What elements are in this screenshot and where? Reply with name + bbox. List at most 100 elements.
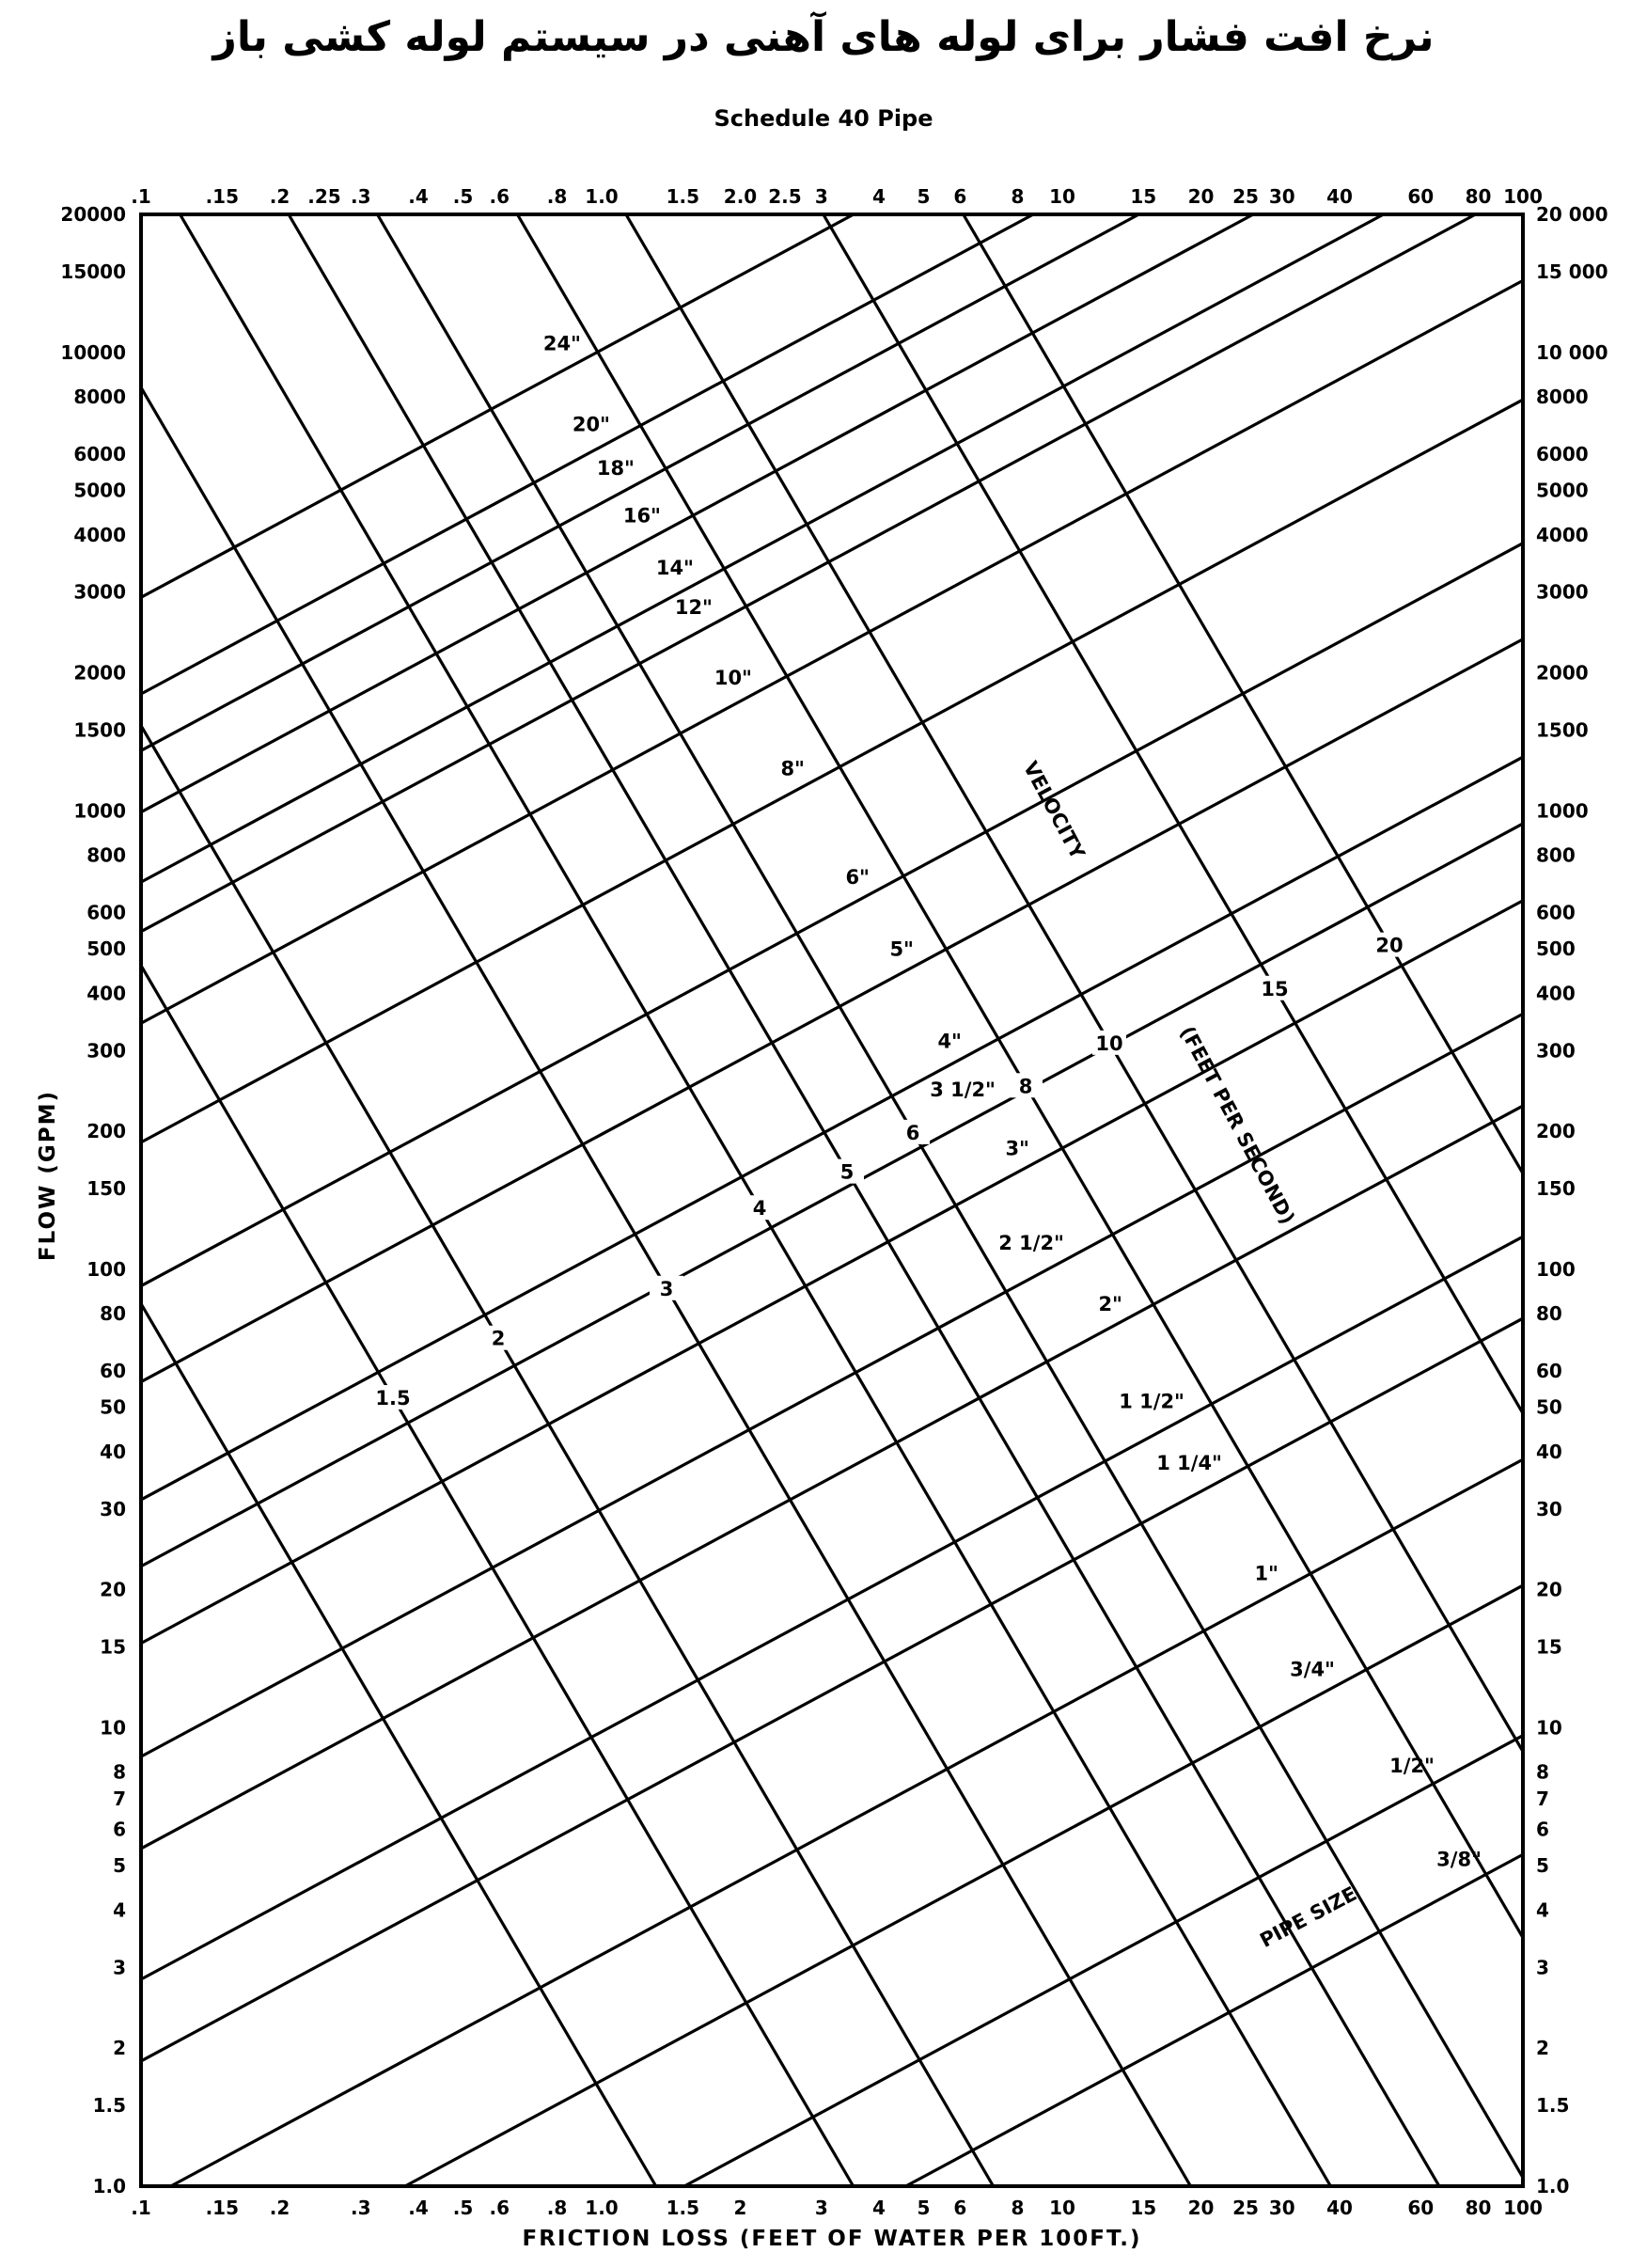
- x-tick-bottom: 80: [1466, 2197, 1492, 2219]
- x-tick-top: 80: [1466, 185, 1492, 208]
- y-tick-left: 200: [86, 1120, 126, 1142]
- y-tick-left: 1000: [73, 799, 126, 822]
- x-tick-top: 2.0: [724, 185, 757, 208]
- x-tick-bottom: .8: [547, 2197, 568, 2219]
- x-tick-bottom: 25: [1232, 2197, 1259, 2219]
- y-tick-right: 10 000: [1536, 341, 1608, 364]
- velocity-label-bg: [743, 1195, 776, 1221]
- y-tick-right: 300: [1536, 1039, 1576, 1062]
- velocity-label-bg: [650, 1275, 683, 1300]
- line-labels: 24" 20" 18" 16" 14" 12" 10" 8" 6" 5" 4" 3 1/2" 3" 2 1…: [375, 333, 1482, 1952]
- pipe-size-line: [140, 398, 1524, 1144]
- x-tick-bottom: 40: [1326, 2197, 1353, 2219]
- x-axis-label: FRICTION LOSS (FEET OF WATER PER 100FT.): [523, 2227, 1142, 2251]
- x-tick-top: 8: [1012, 185, 1025, 208]
- x-tick-top: 25: [1232, 185, 1259, 208]
- x-tick-top: .2: [270, 185, 290, 208]
- x-tick-top: .3: [351, 185, 371, 208]
- x-tick-bottom: .15: [206, 2197, 239, 2219]
- velocity-label: 5: [840, 1161, 855, 1184]
- pipe-size-label: 3/8": [1436, 1849, 1482, 1871]
- x-tick-top: 40: [1326, 185, 1353, 208]
- pipe-size-line: [140, 213, 855, 599]
- x-tick-top: 3: [815, 185, 828, 208]
- pipe-size-label: 2 1/2": [998, 1232, 1064, 1254]
- velocity-label: 4: [753, 1197, 767, 1220]
- pipe-size-line: [140, 638, 1524, 1384]
- y-tick-left: 1.5: [93, 2094, 126, 2117]
- pipe-size-line: [140, 213, 1254, 814]
- velocity-line: [624, 213, 1525, 1753]
- y-tick-right: 4000: [1536, 524, 1589, 546]
- pipe-size-label: 16": [623, 504, 661, 527]
- y-tick-left: 50: [100, 1396, 126, 1419]
- y-tick-left: 10: [100, 1716, 126, 1739]
- pipe-size-line: [140, 278, 1524, 1025]
- x-tick-bottom: 20: [1188, 2197, 1215, 2219]
- velocity-label: 3: [660, 1278, 674, 1300]
- velocity-line: [822, 213, 1525, 1414]
- velocity-label: 15: [1261, 978, 1288, 1000]
- y-tick-right: 3: [1536, 1956, 1549, 1978]
- y-tick-left: 1.0: [93, 2175, 126, 2197]
- pipe-size-line: [140, 213, 1477, 934]
- velocity-line: [287, 213, 1441, 2187]
- y-tick-left: 500: [86, 937, 126, 960]
- x-tick-top: 30: [1269, 185, 1295, 208]
- pipe-size-label: 10": [714, 667, 752, 689]
- x-tick-bottom: 15: [1130, 2197, 1156, 2219]
- y-tick-left: 30: [100, 1498, 126, 1520]
- y-tick-left: 6000: [73, 443, 126, 465]
- y-tick-left: 7: [113, 1788, 126, 1810]
- x-tick-bottom: 5: [918, 2197, 931, 2219]
- velocity-label-bg: [376, 1385, 410, 1410]
- y-tick-left: 20000: [60, 203, 126, 226]
- pipe-size-label: 1 1/2": [1119, 1390, 1184, 1412]
- pipe-size-line: [140, 1104, 1524, 1851]
- velocity-label-bg: [1009, 1073, 1043, 1098]
- x-tick-bottom: .3: [351, 2197, 371, 2219]
- pipe-size-line: [140, 1235, 1524, 1981]
- velocity-label: 20: [1375, 935, 1403, 957]
- x-tick-top: 1.0: [585, 185, 618, 208]
- x-tick-bottom: 1.5: [667, 2197, 699, 2219]
- y-tick-right: 30: [1536, 1498, 1562, 1520]
- velocity-line: [139, 1302, 658, 2187]
- velocity-label: 8: [1019, 1075, 1033, 1097]
- pipe-size-label: 14": [656, 557, 694, 579]
- x-tick-bottom: 60: [1407, 2197, 1434, 2219]
- y-tick-left: 10000: [60, 341, 126, 364]
- pipe-size-title: PIPE SIZE: [1256, 1882, 1360, 1952]
- y-tick-right: 500: [1536, 937, 1576, 960]
- y-tick-left: 100: [86, 1258, 126, 1281]
- pipe-size-label: 8": [780, 757, 805, 780]
- x-tick-top: .25: [307, 185, 340, 208]
- pipe-size-label: 5": [889, 938, 914, 961]
- y-tick-left: 800: [86, 844, 126, 867]
- x-tick-bottom: .6: [490, 2197, 510, 2219]
- y-tick-left: 8: [113, 1761, 126, 1784]
- plot-frame: [139, 213, 1525, 2188]
- x-tick-bottom: .2: [270, 2197, 290, 2219]
- chart-title: نرخ افت فشار برای لوله های آهنی در سیستم…: [212, 13, 1435, 61]
- y-tick-left: 3000: [73, 581, 126, 604]
- x-tick-bottom: 8: [1012, 2197, 1025, 2219]
- y-tick-right: 2000: [1536, 662, 1589, 685]
- y-tick-left: 2000: [73, 662, 126, 685]
- y-tick-right: 10: [1536, 1716, 1562, 1739]
- velocity-line: [139, 965, 855, 2187]
- y-tick-left: 1500: [73, 718, 126, 741]
- pipe-size-line: [140, 1012, 1524, 1758]
- velocity-line: [962, 213, 1525, 1174]
- x-tick-top: .6: [490, 185, 510, 208]
- velocity-label-bg: [481, 1325, 515, 1350]
- y-tick-left: 40: [100, 1441, 126, 1463]
- y-tick-right: 4: [1536, 1898, 1549, 1921]
- y-tick-right: 20 000: [1536, 203, 1608, 226]
- velocity-label: 1.5: [375, 1387, 410, 1410]
- velocity-label-bg: [1258, 975, 1292, 1000]
- pipe-size-line: [140, 213, 1034, 696]
- x-tick-top: 5: [918, 185, 931, 208]
- pipe-size-line: [140, 755, 1524, 1502]
